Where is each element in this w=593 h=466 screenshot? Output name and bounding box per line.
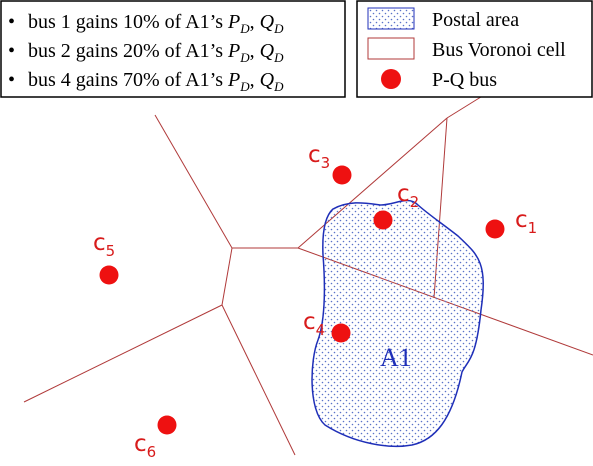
info-line: • bus 4 gains 70% of A1’s PD, QD bbox=[8, 69, 284, 94]
bus-label-c4: c4 bbox=[303, 309, 325, 339]
info-line-text: bus 4 gains 70% of A1’s PD, QD bbox=[28, 69, 284, 94]
bus-c3 bbox=[332, 165, 352, 185]
bus-c6 bbox=[157, 415, 177, 435]
voronoi-edge bbox=[221, 247, 233, 306]
info-line: • bus 2 gains 20% of A1’s PD, QD bbox=[8, 40, 284, 65]
postal-area-a1 bbox=[311, 199, 484, 448]
pq-buses bbox=[99, 165, 505, 435]
info-line-text: bus 2 gains 20% of A1’s PD, QD bbox=[28, 40, 284, 65]
bus-c5 bbox=[99, 265, 119, 285]
info-line: • bus 1 gains 10% of A1’s PD, QD bbox=[8, 11, 284, 36]
legend-label-postal-area: Postal area bbox=[432, 9, 519, 31]
legend-label-voronoi-cell: Bus Voronoi cell bbox=[432, 39, 566, 61]
bullet: • bbox=[8, 11, 15, 33]
legend: Postal area Bus Voronoi cell P-Q bus bbox=[356, 0, 593, 98]
info-box: • bus 1 gains 10% of A1’s PD, QD • bus 2… bbox=[0, 0, 346, 98]
voronoi-edge bbox=[23, 304, 223, 403]
bus-c4 bbox=[331, 323, 351, 343]
bus-label-c5: c5 bbox=[93, 230, 115, 260]
bullet: • bbox=[8, 69, 15, 91]
voronoi-edge bbox=[154, 114, 233, 249]
legend-swatch-postal-area bbox=[367, 7, 415, 30]
info-box-frame bbox=[0, 0, 346, 98]
legend-swatch-voronoi-cell bbox=[367, 37, 415, 60]
area-label-a1: A1 bbox=[380, 343, 412, 372]
voronoi-edge bbox=[297, 117, 448, 249]
bus-label-c2: c2 bbox=[397, 181, 419, 211]
voronoi-edge bbox=[221, 304, 296, 456]
bus-label-c6: c6 bbox=[134, 431, 156, 461]
bullet: • bbox=[8, 40, 15, 62]
bus-labels: c1 c2 c3 c4 c5 c6 bbox=[93, 142, 537, 461]
bus-c2 bbox=[373, 210, 393, 230]
legend-swatch-pq-bus bbox=[381, 69, 401, 89]
bus-label-c1: c1 bbox=[515, 207, 537, 237]
bus-c1 bbox=[485, 219, 505, 239]
legend-label-pq-bus: P-Q bus bbox=[432, 69, 497, 91]
info-line-text: bus 1 gains 10% of A1’s PD, QD bbox=[28, 11, 284, 36]
bus-label-c3: c3 bbox=[308, 142, 330, 172]
